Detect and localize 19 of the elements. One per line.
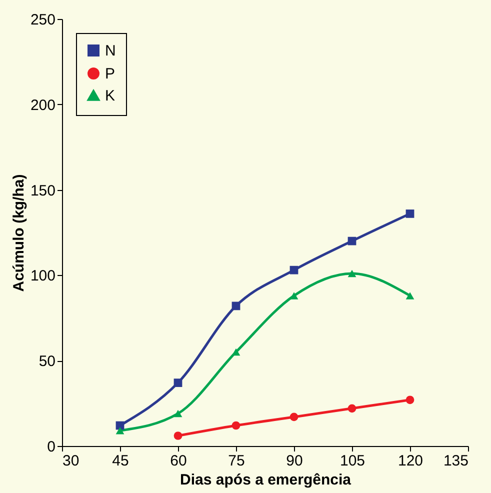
y-tick-label: 200 xyxy=(30,96,56,114)
y-tick-label: 50 xyxy=(38,353,56,370)
x-tick-label: 120 xyxy=(398,452,424,470)
y-tick-label: 150 xyxy=(30,182,56,200)
legend-label: K xyxy=(105,88,116,104)
legend-label: N xyxy=(105,42,116,60)
x-tick-label: 45 xyxy=(112,452,129,470)
x-tick-label: 60 xyxy=(170,452,187,470)
y-tick-label: 0 xyxy=(47,438,56,456)
y-tick-label: 100 xyxy=(30,268,56,285)
x-tick-label: 90 xyxy=(286,452,303,470)
x-tick-label: 30 xyxy=(62,452,80,470)
x-tick-label: 75 xyxy=(228,452,245,470)
y-tick-label: 250 xyxy=(30,12,56,28)
x-axis-title: Dias após a emergência xyxy=(180,472,352,488)
x-tick-label: 105 xyxy=(340,452,366,470)
y-axis-title: Acúmulo (kg/ha) xyxy=(10,174,28,292)
x-tick-label: 135 xyxy=(443,452,468,470)
legend-label: P xyxy=(105,66,116,82)
